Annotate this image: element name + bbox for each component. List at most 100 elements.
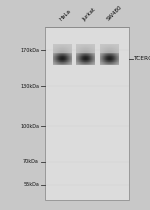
Bar [79,58,80,59]
Bar [60,56,61,57]
Bar [112,52,113,53]
Bar [67,52,68,53]
Bar [103,58,104,59]
Bar [107,57,108,58]
Bar [59,59,60,60]
Bar [82,45,83,46]
Bar [92,62,93,63]
Bar [107,55,108,56]
Bar [60,50,61,51]
Bar [87,47,88,48]
Bar [70,44,71,45]
Bar [116,45,117,46]
Bar [110,61,111,62]
Bar [60,45,61,46]
Bar [118,50,119,51]
Bar [69,48,70,49]
Bar [80,53,81,54]
Bar [62,51,63,52]
Bar [76,49,77,50]
Bar [117,48,118,49]
Bar [78,48,79,49]
Bar [103,52,104,53]
Bar [66,49,67,50]
Bar [87,60,88,61]
Bar [105,51,106,52]
Bar [106,61,107,62]
Bar [91,61,92,62]
Bar [94,55,95,56]
Bar [108,48,109,49]
Bar [91,44,92,45]
Bar [106,53,107,54]
Bar [110,46,111,47]
Bar [80,52,81,53]
Bar [79,61,80,62]
Bar [68,55,69,56]
Bar [76,63,77,64]
Bar [71,54,72,55]
Bar [83,57,84,58]
Bar [84,50,85,51]
Bar [105,56,106,57]
Bar [88,55,89,56]
Bar [92,54,93,55]
Bar [101,60,102,61]
Bar [79,51,80,52]
Bar [113,44,114,45]
Bar [57,58,58,59]
Bar [53,48,54,49]
Bar [109,48,110,49]
Bar [58,63,59,64]
Bar [54,47,55,48]
Bar [83,53,84,54]
Bar [79,45,80,46]
Bar [76,60,77,61]
Bar [70,60,71,61]
Text: Jurkat: Jurkat [82,7,97,22]
Bar [67,49,68,50]
Text: SW480: SW480 [106,5,123,22]
Bar [104,50,105,51]
Bar [84,55,85,56]
Bar [62,57,63,58]
Bar [110,63,111,64]
Bar [65,44,66,45]
Bar [58,44,59,45]
Bar [111,45,112,46]
Bar [108,46,109,47]
Bar [84,44,85,45]
Bar [105,52,106,53]
Bar [115,48,116,49]
Bar [59,46,60,47]
Bar [79,55,80,56]
Bar [64,47,65,48]
Bar [86,53,87,54]
Bar [86,48,87,49]
Bar [110,60,111,61]
Bar [64,48,65,49]
Bar [69,54,70,55]
Bar [59,54,60,55]
Bar [109,46,110,47]
Bar [77,52,78,53]
Bar [90,59,91,60]
Bar [115,45,116,46]
Bar [60,52,61,53]
Bar [103,51,104,52]
Bar [108,55,109,56]
Bar [106,45,107,46]
Bar [66,48,67,49]
Bar [61,61,62,62]
Bar [100,50,101,51]
Bar [110,56,111,57]
Bar [91,62,92,63]
Bar [59,47,60,48]
Bar [94,57,95,58]
Bar [85,55,86,56]
Bar [52,57,53,58]
Bar [92,64,93,65]
Bar [84,59,85,60]
Bar [81,58,82,59]
Bar [77,45,78,46]
